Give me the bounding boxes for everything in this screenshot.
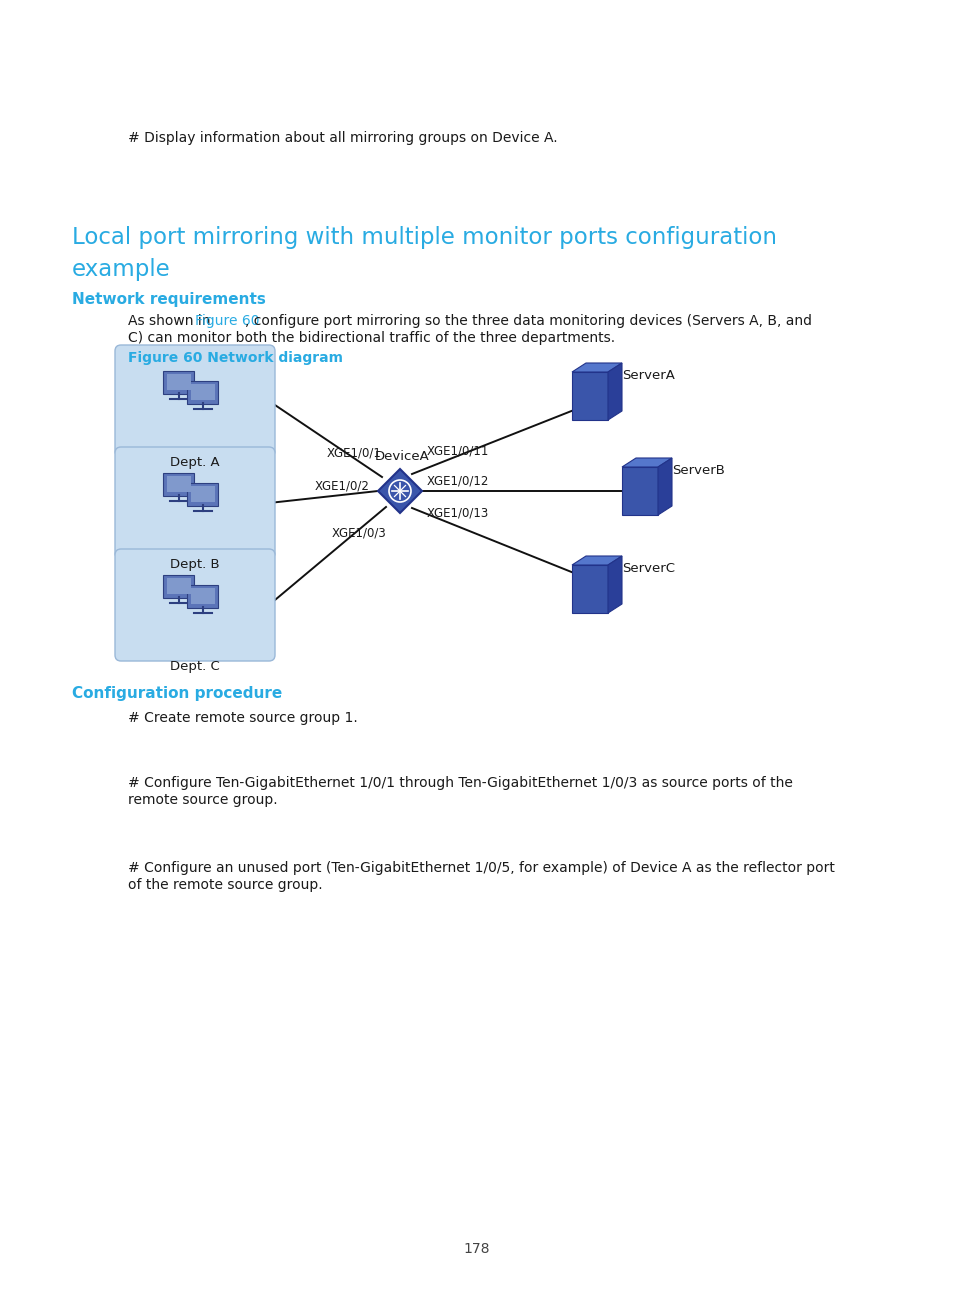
Text: ServerA: ServerA xyxy=(621,369,674,382)
FancyBboxPatch shape xyxy=(191,384,214,400)
Text: of the remote source group.: of the remote source group. xyxy=(128,877,322,892)
Text: Configuration procedure: Configuration procedure xyxy=(71,686,282,701)
Text: XGE1/0/11: XGE1/0/11 xyxy=(427,445,489,457)
Text: Figure 60 Network diagram: Figure 60 Network diagram xyxy=(128,351,343,365)
Text: example: example xyxy=(71,258,171,281)
Text: # Configure Ten-GigabitEthernet 1/0/1 through Ten-GigabitEthernet 1/0/3 as sourc: # Configure Ten-GigabitEthernet 1/0/1 th… xyxy=(128,776,792,791)
Polygon shape xyxy=(572,372,607,420)
Polygon shape xyxy=(572,363,621,372)
Text: # Configure an unused port (Ten-GigabitEthernet 1/0/5, for example) of Device A : # Configure an unused port (Ten-GigabitE… xyxy=(128,861,834,875)
FancyBboxPatch shape xyxy=(167,578,191,594)
Text: XGE1/0/13: XGE1/0/13 xyxy=(427,507,489,520)
Text: ServerC: ServerC xyxy=(621,562,675,575)
Text: Figure 60: Figure 60 xyxy=(194,314,259,328)
FancyBboxPatch shape xyxy=(115,345,274,457)
FancyBboxPatch shape xyxy=(188,482,218,505)
Text: # Create remote source group 1.: # Create remote source group 1. xyxy=(128,712,357,724)
Text: 178: 178 xyxy=(463,1242,490,1256)
Text: Dept. B: Dept. B xyxy=(170,559,219,572)
Text: # Display information about all mirroring groups on Device A.: # Display information about all mirrorin… xyxy=(128,131,558,145)
Text: As shown in: As shown in xyxy=(128,314,214,328)
Text: , configure port mirroring so the three data monitoring devices (Servers A, B, a: , configure port mirroring so the three … xyxy=(244,314,811,328)
Text: C) can monitor both the bidirectional traffic of the three departments.: C) can monitor both the bidirectional tr… xyxy=(128,330,615,345)
FancyBboxPatch shape xyxy=(188,584,218,608)
Text: XGE1/0/12: XGE1/0/12 xyxy=(427,474,489,487)
Text: Network requirements: Network requirements xyxy=(71,292,266,307)
FancyBboxPatch shape xyxy=(115,550,274,661)
Text: Dept. C: Dept. C xyxy=(170,660,219,673)
FancyBboxPatch shape xyxy=(163,371,194,394)
FancyBboxPatch shape xyxy=(163,473,194,495)
Polygon shape xyxy=(607,556,621,613)
Text: DeviceA: DeviceA xyxy=(375,450,429,463)
FancyBboxPatch shape xyxy=(167,476,191,492)
Text: ServerB: ServerB xyxy=(671,464,724,477)
Polygon shape xyxy=(607,363,621,420)
Polygon shape xyxy=(572,556,621,565)
Polygon shape xyxy=(621,467,658,515)
Polygon shape xyxy=(572,565,607,613)
Polygon shape xyxy=(377,469,421,513)
Text: Dept. A: Dept. A xyxy=(170,456,219,469)
Text: remote source group.: remote source group. xyxy=(128,793,277,807)
FancyBboxPatch shape xyxy=(191,486,214,502)
FancyBboxPatch shape xyxy=(188,381,218,403)
Text: XGE1/0/1: XGE1/0/1 xyxy=(327,447,381,460)
FancyBboxPatch shape xyxy=(191,588,214,604)
Text: XGE1/0/2: XGE1/0/2 xyxy=(314,480,370,492)
Text: XGE1/0/3: XGE1/0/3 xyxy=(332,526,386,539)
FancyBboxPatch shape xyxy=(167,375,191,390)
Polygon shape xyxy=(658,457,671,515)
Text: Local port mirroring with multiple monitor ports configuration: Local port mirroring with multiple monit… xyxy=(71,226,776,249)
Polygon shape xyxy=(621,457,671,467)
FancyBboxPatch shape xyxy=(115,447,274,559)
FancyBboxPatch shape xyxy=(163,574,194,597)
